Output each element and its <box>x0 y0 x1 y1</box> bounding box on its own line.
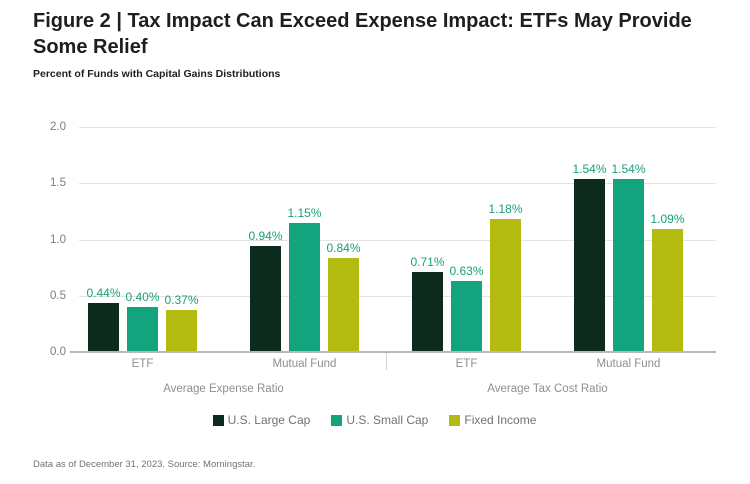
category-label: Mutual Fund <box>272 358 337 370</box>
y-tick-label: 1.5 <box>50 177 66 190</box>
gridline <box>79 183 716 185</box>
bar-value-label: 1.54% <box>572 161 607 176</box>
category-label: Mutual Fund <box>596 358 661 370</box>
gridline <box>79 239 716 241</box>
y-tick-label: 0.5 <box>50 289 66 302</box>
y-tick-label: 2.0 <box>50 121 66 133</box>
section-label: Average Tax Cost Ratio <box>487 383 608 395</box>
bar-u-s-large-cap: 0.71% <box>410 255 445 352</box>
legend-item: U.S. Small Cap <box>331 413 428 427</box>
bar-fixed-income: 1.09% <box>650 212 685 352</box>
bar-u-s-large-cap: 0.94% <box>248 229 283 352</box>
chart-legend: U.S. Large Cap U.S. Small Cap Fixed Income <box>33 413 716 427</box>
bar-fixed-income: 0.84% <box>326 241 361 352</box>
bar-u-s-small-cap: 1.54% <box>611 162 646 352</box>
bar-fixed-income: 1.18% <box>488 202 523 352</box>
bar-group: 1.54% 1.54% 1.09% <box>572 127 685 352</box>
legend-label: U.S. Small Cap <box>346 413 429 427</box>
section-divider-tick <box>386 353 387 370</box>
chart-plot-area: 0.44% 0.40% 0.37% 0.94% 1.15% 0.84% 0.71% 0.63%… <box>79 127 716 352</box>
section-label: Average Expense Ratio <box>163 383 284 395</box>
bar-group: 0.71% 0.63% 1.18% <box>410 127 523 352</box>
bar-value-label: 0.44% <box>86 285 121 300</box>
bar-value-label: 0.40% <box>125 290 160 304</box>
bar-u-s-small-cap: 0.40% <box>125 290 160 352</box>
figure-title: Figure 2 | Tax Impact Can Exceed Expense… <box>33 10 692 58</box>
category-label: ETF <box>455 358 478 370</box>
legend-label: Fixed Income <box>464 413 537 427</box>
legend-swatch-icon <box>331 414 343 426</box>
bar-value-label: 0.63% <box>449 264 484 279</box>
bar-u-s-large-cap: 1.54% <box>572 162 607 352</box>
gridline <box>79 127 716 128</box>
y-tick-label: 1.0 <box>50 233 66 246</box>
bar-value-label: 0.71% <box>410 255 445 270</box>
bar-value-label: 1.09% <box>650 212 685 227</box>
bar-value-label: 0.94% <box>248 229 283 244</box>
bar-u-s-small-cap: 1.15% <box>287 206 322 352</box>
bar-group: 0.94% 1.15% 0.84% <box>248 127 361 352</box>
legend-swatch-icon <box>449 414 461 426</box>
category-label: ETF <box>131 358 154 370</box>
figure-subtitle: Percent of Funds with Capital Gains Dist… <box>33 68 281 80</box>
legend-label: U.S. Large Cap <box>227 413 311 427</box>
bar-value-label: 1.54% <box>611 161 646 176</box>
bar-value-label: 1.18% <box>488 202 523 217</box>
bar-group: 0.44% 0.40% 0.37% <box>86 127 199 352</box>
legend-item: U.S. Large Cap <box>212 413 311 427</box>
y-tick-label: 0.0 <box>50 346 66 358</box>
bar-u-s-small-cap: 0.63% <box>449 264 484 352</box>
bar-value-label: 0.37% <box>164 293 199 308</box>
legend-swatch-icon <box>212 414 224 426</box>
source-note: Data as of December 31, 2023. Source: Mo… <box>33 459 256 470</box>
bar-fixed-income: 0.37% <box>164 293 199 352</box>
bar-u-s-large-cap: 0.44% <box>86 286 121 352</box>
bar-value-label: 1.15% <box>287 205 322 220</box>
bar-value-label: 0.84% <box>326 240 361 255</box>
legend-item: Fixed Income <box>449 413 536 427</box>
x-axis-line <box>70 351 716 353</box>
gridline <box>79 295 716 297</box>
